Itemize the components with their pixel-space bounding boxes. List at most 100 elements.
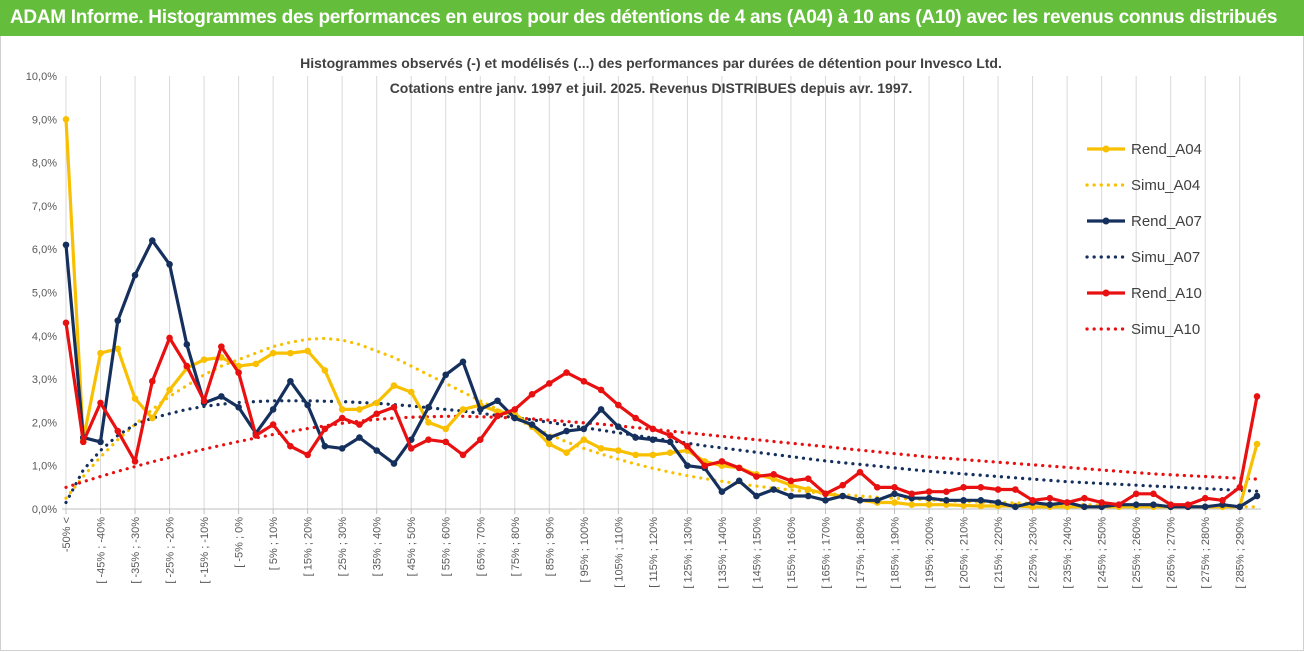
data-point xyxy=(1132,501,1140,508)
x-tick-label: [ 125% ; 130% xyxy=(682,517,694,589)
data-point xyxy=(925,501,933,508)
data-point xyxy=(304,451,311,459)
data-point xyxy=(615,423,622,431)
data-point xyxy=(684,442,691,450)
x-tick-label: [ -35% ; -30% xyxy=(130,517,142,584)
data-point xyxy=(632,451,639,459)
x-tick-label: [ -45% ; -40% xyxy=(96,517,108,584)
x-tick-label: [ 75% ; 80% xyxy=(510,517,522,577)
data-point xyxy=(494,397,501,405)
data-point xyxy=(62,319,70,327)
x-tick-label: [ 215% ; 220% xyxy=(993,517,1005,589)
data-point xyxy=(753,473,760,480)
data-point xyxy=(407,445,415,452)
chart-subtitle: Histogrammes observés (-) et modélisés (… xyxy=(300,55,1002,96)
series-line xyxy=(64,238,1258,509)
x-tick-label: [ 5% ; 10% xyxy=(268,517,280,570)
data-point xyxy=(114,427,122,435)
data-point xyxy=(839,492,847,500)
data-point xyxy=(442,371,450,379)
y-tick-label: 8,0% xyxy=(32,158,57,170)
data-point xyxy=(925,494,933,502)
data-point xyxy=(131,458,139,465)
data-point xyxy=(1236,503,1244,511)
data-point xyxy=(666,432,674,439)
data-point xyxy=(407,388,415,396)
x-tick-label: [ 85% ; 90% xyxy=(544,517,556,577)
data-point xyxy=(908,501,916,508)
data-point xyxy=(891,499,898,506)
data-point xyxy=(580,377,588,385)
data-point xyxy=(770,486,777,493)
data-point xyxy=(977,497,985,504)
data-point xyxy=(615,401,622,409)
data-point xyxy=(597,445,605,452)
data-point xyxy=(563,369,570,376)
data-point xyxy=(373,447,380,454)
data-point xyxy=(269,421,277,428)
data-point xyxy=(891,490,898,498)
data-point xyxy=(822,497,829,504)
data-point xyxy=(252,432,260,439)
data-point xyxy=(62,241,70,249)
x-tick-label: [ 265% ; 270% xyxy=(1166,517,1178,589)
x-tick-label: [ 155% ; 160% xyxy=(786,517,798,589)
data-point xyxy=(1098,499,1105,506)
legend-label: Rend_A10 xyxy=(1131,285,1202,302)
data-point xyxy=(563,427,570,435)
legend-marker xyxy=(1102,145,1110,153)
data-point xyxy=(546,434,553,441)
data-point xyxy=(873,497,881,504)
y-tick-label: 6,0% xyxy=(32,244,57,256)
data-point xyxy=(1201,503,1209,511)
data-point xyxy=(580,425,588,433)
series-rend-a07 xyxy=(62,237,1261,511)
legend-label: Simu_A10 xyxy=(1131,321,1200,338)
data-point xyxy=(511,414,519,422)
legend-item: Rend_A10 xyxy=(1087,285,1202,302)
legend-label: Rend_A07 xyxy=(1131,213,1202,230)
data-point xyxy=(459,451,467,459)
data-point xyxy=(804,475,812,482)
data-point xyxy=(97,399,104,407)
legend-item: Rend_A07 xyxy=(1087,213,1202,230)
data-point xyxy=(684,462,691,470)
data-point xyxy=(770,471,777,478)
series-rend-a04 xyxy=(62,116,1261,511)
data-point xyxy=(62,116,70,123)
data-point xyxy=(735,477,743,485)
data-point xyxy=(114,317,122,324)
x-tick-label: [ 245% ; 250% xyxy=(1097,517,1109,589)
data-point xyxy=(1167,501,1174,508)
data-point xyxy=(356,406,363,413)
y-tick-label: 2,0% xyxy=(32,417,57,429)
data-point xyxy=(908,490,916,498)
series-line xyxy=(64,322,1259,507)
x-tick-label: [ -15% ; -10% xyxy=(199,517,211,584)
data-point xyxy=(787,477,795,485)
data-point xyxy=(183,362,191,370)
data-point xyxy=(1046,501,1054,508)
data-point xyxy=(166,334,173,342)
histogram-chart: 0,0% 1,0% 2,0% 3,0% 4,0% 5,0% 6,0% 7,0% 8,0% 9,0%… xyxy=(26,55,1261,589)
chart-subtitle-line-1: Histogrammes observés (-) et modélisés (… xyxy=(300,55,1002,71)
data-point xyxy=(287,377,294,385)
data-point xyxy=(252,360,260,368)
data-point xyxy=(442,425,450,433)
x-tick-label: [ 15% ; 20% xyxy=(303,517,315,577)
data-point xyxy=(459,358,467,366)
data-point xyxy=(166,386,173,394)
report-title: ADAM Informe. Histogrammes des performan… xyxy=(10,7,1278,28)
x-tick-label: [ 165% ; 170% xyxy=(820,517,832,589)
data-point xyxy=(787,492,795,500)
data-point xyxy=(804,486,812,493)
x-tick-label: [ 285% ; 290% xyxy=(1235,517,1247,589)
x-tick-label: [ 175% ; 180% xyxy=(855,517,867,589)
data-point xyxy=(1150,490,1157,498)
chart-frame: 0,0% 1,0% 2,0% 3,0% 4,0% 5,0% 6,0% 7,0% 8,0% 9,0%… xyxy=(0,36,1304,651)
data-point xyxy=(580,436,588,444)
data-point xyxy=(891,484,898,491)
y-tick-label: 0,0% xyxy=(32,504,57,516)
data-point xyxy=(632,414,639,422)
data-point xyxy=(977,502,985,510)
